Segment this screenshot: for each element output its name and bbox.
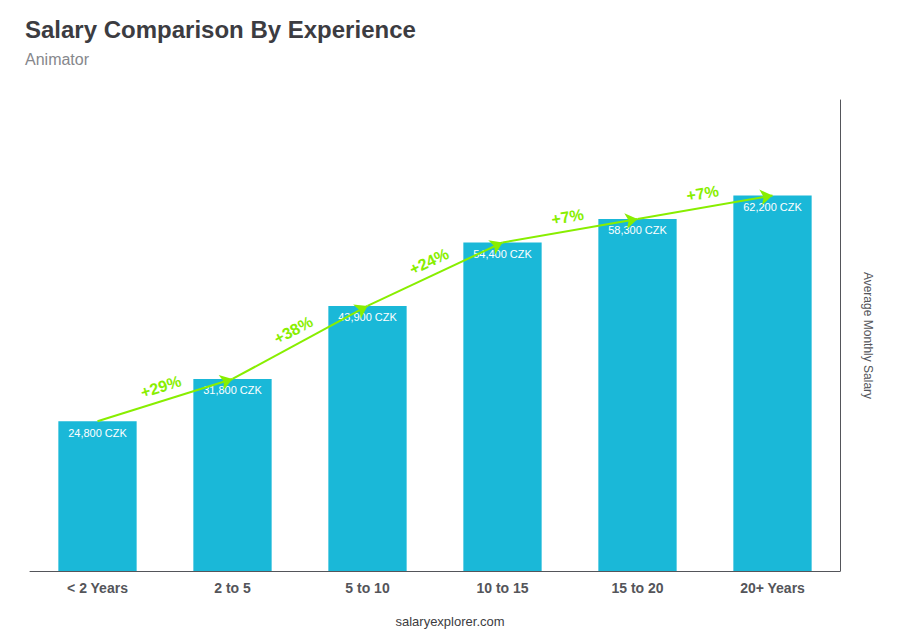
svg-text:10 to 15: 10 to 15 bbox=[476, 580, 528, 596]
svg-text:15 to 20: 15 to 20 bbox=[611, 580, 663, 596]
svg-text:43,900 CZK: 43,900 CZK bbox=[338, 311, 397, 324]
svg-text:Salary Comparison By Experienc: Salary Comparison By Experience bbox=[25, 16, 416, 43]
svg-text:2 to 5: 2 to 5 bbox=[214, 580, 251, 596]
svg-text:24,800 CZK: 24,800 CZK bbox=[68, 427, 127, 439]
svg-text:5 to 10: 5 to 10 bbox=[345, 580, 390, 596]
svg-text:+7%: +7% bbox=[685, 182, 720, 204]
svg-text:20+ Years: 20+ Years bbox=[740, 580, 805, 596]
svg-text:62,200 CZK: 62,200 CZK bbox=[743, 201, 802, 213]
svg-text:< 2 Years: < 2 Years bbox=[67, 580, 128, 596]
svg-text:+24%: +24% bbox=[407, 245, 452, 278]
svg-text:58,300 CZK: 58,300 CZK bbox=[608, 224, 667, 236]
svg-text:Animator: Animator bbox=[25, 51, 90, 68]
svg-text:31,800 CZK: 31,800 CZK bbox=[203, 384, 262, 397]
svg-text:salaryexplorer.com: salaryexplorer.com bbox=[395, 614, 504, 629]
svg-text:+38%: +38% bbox=[271, 313, 315, 348]
svg-text:+7%: +7% bbox=[550, 206, 585, 228]
svg-text:Average Monthly Salary: Average Monthly Salary bbox=[861, 272, 875, 399]
svg-text:+29%: +29% bbox=[139, 372, 184, 401]
svg-text:54,400 CZK: 54,400 CZK bbox=[473, 248, 532, 260]
